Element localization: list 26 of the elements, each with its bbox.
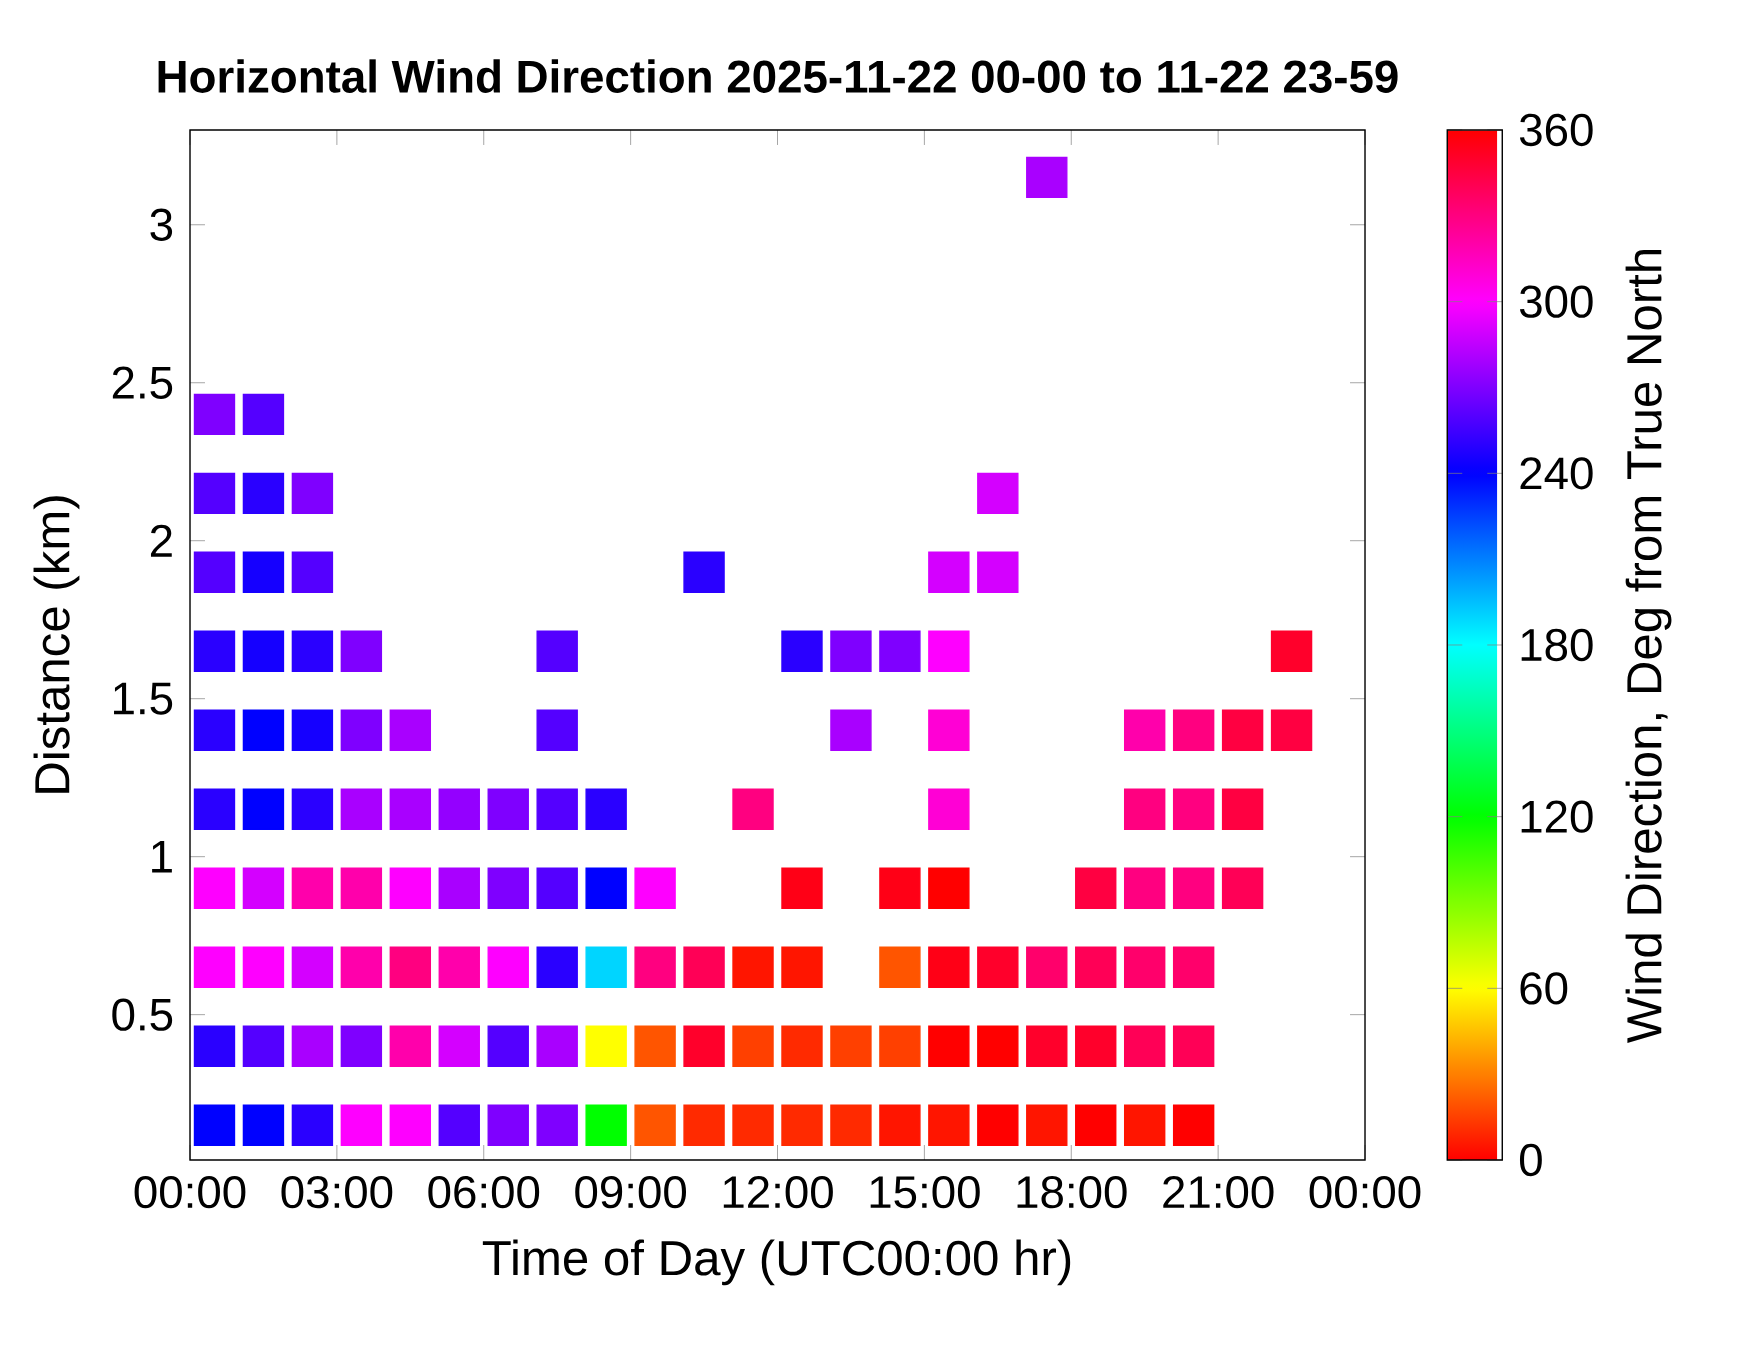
- y-tick-label: 0.5: [112, 998, 173, 1031]
- color-bar-label: 360: [1519, 113, 1593, 147]
- y-tick-label: 1: [152, 840, 172, 873]
- x-tick-label: 06:00: [428, 1175, 540, 1209]
- color-bar-label: 60: [1520, 972, 1568, 1005]
- color-bar-label: 0: [1519, 1143, 1542, 1177]
- y-tick-label: 1.5: [114, 682, 173, 715]
- color-bar-label: 300: [1519, 285, 1593, 318]
- chart-title: Horizontal Wind Direction 2025-11-22 00-00 to 11-22 23-59: [158, 59, 1398, 93]
- y-axis-title: Distance (km): [33, 496, 80, 793]
- color-bar-label: 240: [1520, 457, 1593, 490]
- x-tick-label: 00:00: [134, 1175, 246, 1209]
- y-tick-label: 2: [150, 524, 172, 557]
- x-axis-title: Time of Day (UTC00:00 hr): [482, 1239, 1071, 1286]
- color-bar-label: 180: [1521, 628, 1593, 662]
- y-tick-label: 3: [150, 208, 173, 241]
- x-tick-label: 18:00: [1017, 1175, 1127, 1209]
- x-tick-label: 21:00: [1163, 1175, 1274, 1209]
- x-tick-label: 00:00: [1309, 1175, 1421, 1209]
- x-tick-label: 09:00: [575, 1175, 687, 1209]
- y-tick-label: 2.5: [112, 366, 173, 399]
- color-bar-label: 120: [1521, 800, 1593, 833]
- x-tick-label: 03:00: [281, 1175, 393, 1209]
- color-bar-title: Wind Direction, Deg from True North: [1625, 249, 1672, 1044]
- x-tick-label: 15:00: [870, 1175, 980, 1209]
- x-tick-label: 12:00: [723, 1175, 833, 1209]
